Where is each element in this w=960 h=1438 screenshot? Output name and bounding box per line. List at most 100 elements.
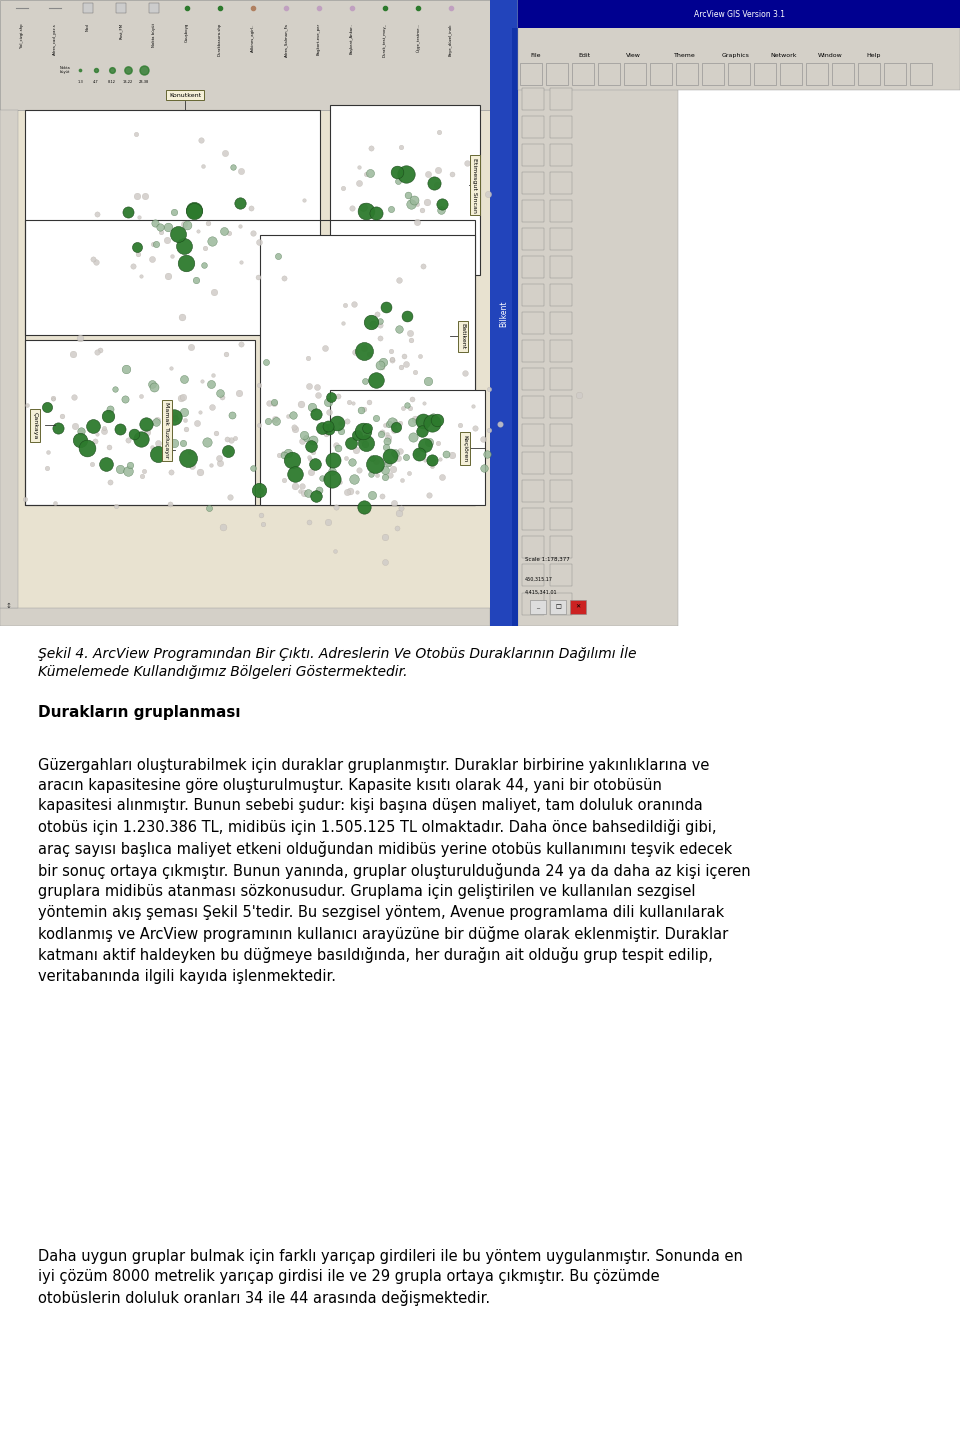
Bar <box>650 63 672 85</box>
Text: Üçge_testme...: Üçge_testme... <box>416 23 420 52</box>
Bar <box>330 280 450 390</box>
Text: ArcView GIS Version 3.1: ArcView GIS Version 3.1 <box>694 10 785 19</box>
Text: Mamak Tuzluçayır: Mamak Tuzluçayır <box>164 403 170 459</box>
Text: Bagkort-eve_per: Bagkort-eve_per <box>317 23 321 55</box>
Text: 23-38: 23-38 <box>139 81 149 83</box>
Bar <box>550 368 572 390</box>
Bar <box>550 173 572 194</box>
Text: Şekil 4. ArcView Programından Bir Çıktı. Adreslerin Ve Otobüs Duraklarının Dağıl: Şekil 4. ArcView Programından Bir Çıktı.… <box>38 644 636 679</box>
Bar <box>572 63 594 85</box>
Bar <box>858 63 880 85</box>
Bar <box>260 236 475 505</box>
Bar <box>149 3 159 13</box>
Bar <box>518 0 678 626</box>
Text: Cauşboyg: Cauşboyg <box>185 23 189 42</box>
Bar <box>550 509 572 531</box>
Bar <box>0 0 490 626</box>
Text: Nod: Nod <box>86 23 90 30</box>
Bar <box>522 144 544 167</box>
Bar <box>550 229 572 250</box>
Bar <box>83 3 93 13</box>
Text: Nokta
büyüt: Nokta büyüt <box>60 66 71 75</box>
Bar <box>522 592 544 614</box>
Bar <box>522 312 544 334</box>
Text: Window: Window <box>818 53 843 58</box>
Text: 13-22: 13-22 <box>123 81 133 83</box>
Bar <box>522 480 544 502</box>
Text: Adres_Salman_Fa: Adres_Salman_Fa <box>284 23 288 58</box>
Text: Durakbasura.shp: Durakbasura.shp <box>218 23 222 56</box>
Bar <box>522 509 544 531</box>
Text: Keçiören: Keçiören <box>463 434 468 462</box>
Text: ↕: ↕ <box>6 603 12 608</box>
Bar <box>518 0 960 91</box>
Bar <box>550 536 572 558</box>
Text: Yol_cizgi.shp: Yol_cizgi.shp <box>20 23 24 47</box>
Bar <box>910 63 932 85</box>
Bar <box>522 200 544 223</box>
Bar <box>550 565 572 587</box>
Bar <box>522 229 544 250</box>
Bar <box>676 63 698 85</box>
Text: Rost_FM: Rost_FM <box>119 23 123 39</box>
Bar <box>530 600 546 614</box>
Text: ✕: ✕ <box>575 604 581 610</box>
Text: Etimesgut Sincan: Etimesgut Sincan <box>472 158 477 213</box>
Text: □: □ <box>555 604 561 610</box>
Bar <box>598 63 620 85</box>
Bar <box>884 63 906 85</box>
Bar <box>806 63 828 85</box>
Bar <box>550 88 572 111</box>
Bar <box>728 63 750 85</box>
Bar <box>550 116 572 138</box>
Bar <box>522 565 544 587</box>
Text: 8-12: 8-12 <box>108 81 116 83</box>
Bar <box>570 600 586 614</box>
Bar <box>550 592 572 614</box>
Text: 4-7: 4-7 <box>93 81 99 83</box>
Text: Nokta büyüt: Nokta büyüt <box>152 23 156 47</box>
Bar <box>550 285 572 306</box>
Bar <box>780 63 802 85</box>
Bar <box>522 453 544 475</box>
Text: Beye_düzel_inok: Beye_düzel_inok <box>449 23 453 56</box>
Bar <box>550 424 572 446</box>
Text: Adres_cad_yaz.s: Adres_cad_yaz.s <box>53 23 57 55</box>
Bar <box>518 0 960 27</box>
Bar <box>0 607 490 626</box>
Text: Adkines_agirl..: Adkines_agirl.. <box>251 23 255 52</box>
Bar <box>550 144 572 167</box>
Bar <box>490 0 518 626</box>
Text: Çankaya: Çankaya <box>33 411 37 439</box>
Text: 4,415,341.01: 4,415,341.01 <box>525 590 558 594</box>
Bar <box>522 116 544 138</box>
Bar <box>25 220 475 505</box>
Bar <box>546 63 568 85</box>
Bar <box>522 285 544 306</box>
Bar <box>550 312 572 334</box>
Bar <box>550 397 572 418</box>
Bar <box>330 105 480 275</box>
Text: Başkent_Ankar..: Başkent_Ankar.. <box>350 23 354 53</box>
Bar <box>522 424 544 446</box>
Bar <box>550 453 572 475</box>
Bar <box>25 341 255 505</box>
Text: Güzergahları oluşturabilmek için duraklar gruplanmıştır. Duraklar birbirine yakı: Güzergahları oluşturabilmek için durakla… <box>38 758 751 984</box>
Text: Bilkent: Bilkent <box>499 301 509 326</box>
Bar <box>550 256 572 278</box>
Text: Durak_test_moy_: Durak_test_moy_ <box>383 23 387 56</box>
Bar <box>520 63 542 85</box>
Bar <box>624 63 646 85</box>
Bar <box>702 63 724 85</box>
Bar <box>550 200 572 223</box>
Text: Theme: Theme <box>674 53 696 58</box>
Text: View: View <box>626 53 641 58</box>
Bar <box>522 368 544 390</box>
Bar <box>522 397 544 418</box>
Bar <box>550 480 572 502</box>
Bar <box>116 3 126 13</box>
Bar <box>0 0 490 111</box>
Bar <box>522 256 544 278</box>
Text: 450,315.17: 450,315.17 <box>525 577 553 581</box>
Text: File: File <box>530 53 540 58</box>
